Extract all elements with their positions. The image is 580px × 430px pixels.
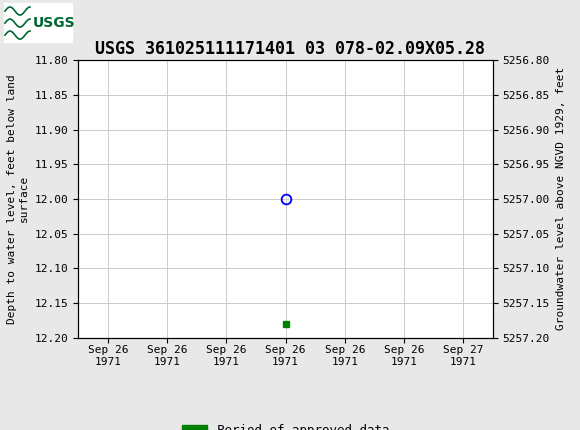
Text: USGS: USGS	[33, 16, 75, 30]
Text: USGS 361025111171401 03 078-02.09X05.28: USGS 361025111171401 03 078-02.09X05.28	[95, 40, 485, 58]
Y-axis label: Groundwater level above NGVD 1929, feet: Groundwater level above NGVD 1929, feet	[556, 67, 566, 331]
Bar	[4, 3, 72, 42]
Legend: Period of approved data: Period of approved data	[177, 419, 394, 430]
Y-axis label: Depth to water level, feet below land
surface: Depth to water level, feet below land su…	[7, 74, 29, 324]
